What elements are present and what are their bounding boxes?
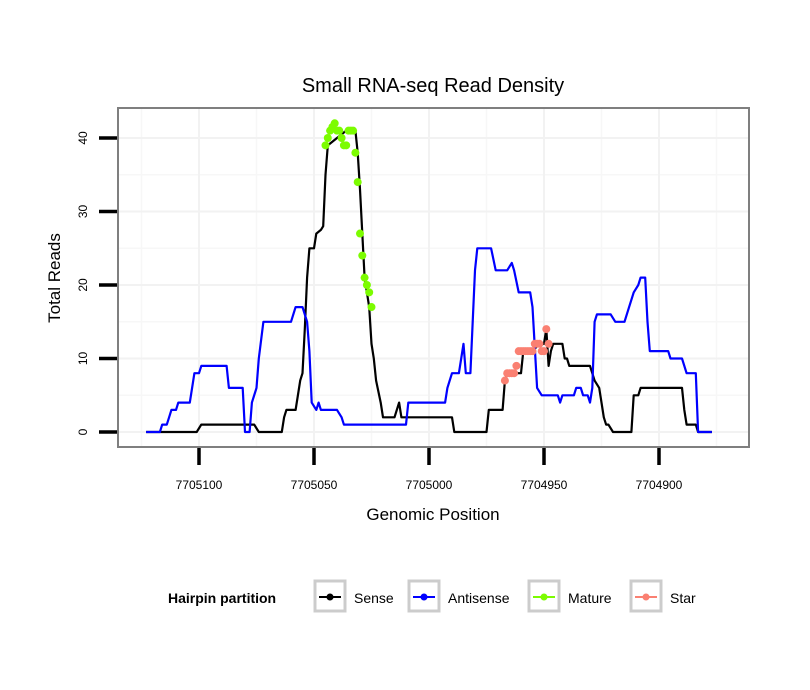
data-point-star [542, 325, 551, 334]
legend: Hairpin partition Sense Antisense Mature St… [168, 579, 696, 613]
legend-item-antisense: Antisense [407, 579, 510, 613]
data-point-mature [337, 134, 346, 142]
legend-items: Sense Antisense Mature Star [313, 579, 696, 613]
x-tick-label: 7704950 [521, 478, 568, 492]
y-tick-label: 20 [76, 278, 90, 292]
legend-key-point [642, 593, 650, 601]
y-tick-label: 0 [76, 428, 90, 435]
data-point-star [544, 339, 553, 348]
data-point-mature [323, 134, 332, 142]
data-point-mature [360, 273, 369, 282]
legend-item-star: Star [629, 579, 696, 613]
legend-title: Hairpin partition [168, 590, 276, 606]
legend-key-point [326, 593, 334, 601]
x-axis-title: Genomic Position [366, 505, 499, 524]
legend-label: Antisense [448, 590, 510, 606]
legend-item-mature: Mature [527, 579, 612, 613]
data-point-mature [353, 178, 362, 187]
x-tick-label: 7705100 [176, 478, 223, 492]
x-tick-label: 7705050 [291, 478, 338, 492]
grid-major [118, 108, 749, 447]
data-point-mature [349, 126, 358, 135]
y-axis: 0 10 20 30 40 [76, 131, 117, 435]
data-point-star [528, 347, 537, 356]
plot-border [117, 107, 750, 448]
x-tick-label: 7705000 [406, 478, 453, 492]
data-point-mature [358, 251, 367, 260]
grid-minor [118, 108, 749, 447]
y-axis-title: Total Reads [45, 233, 64, 323]
data-point-mature [335, 126, 344, 135]
series-line-sense [146, 129, 712, 434]
data-point-star [500, 376, 509, 385]
data-point-mature [362, 281, 371, 289]
series-line-antisense [146, 247, 712, 434]
data-point-mature [351, 148, 360, 157]
y-tick-label: 30 [76, 205, 90, 219]
plot-background [118, 108, 749, 447]
legend-key-point [420, 593, 428, 601]
chart-title: Small RNA-seq Read Density [302, 75, 564, 97]
data-point-mature [365, 288, 374, 297]
legend-label: Mature [568, 590, 612, 606]
y-tick-label: 40 [76, 131, 90, 145]
data-point-mature [321, 141, 330, 150]
x-tick-label: 7704900 [636, 478, 683, 492]
plot-panel [117, 107, 750, 448]
data-point-mature [342, 141, 351, 150]
legend-key-point [540, 593, 548, 601]
series-lines [146, 129, 712, 434]
data-point-mature [330, 119, 339, 128]
legend-label: Star [670, 590, 696, 606]
data-point-star [540, 347, 548, 356]
data-point-mature [367, 303, 376, 312]
legend-label: Sense [354, 590, 394, 606]
data-point-mature [356, 229, 364, 238]
data-point-star [512, 361, 521, 370]
series-points [321, 119, 553, 385]
legend-item-sense: Sense [313, 579, 394, 613]
data-point-star [510, 369, 519, 378]
y-tick-label: 10 [76, 352, 90, 366]
x-axis: 7705100 7705050 7705000 7704950 7704900 [176, 448, 683, 492]
data-point-star [535, 339, 544, 348]
